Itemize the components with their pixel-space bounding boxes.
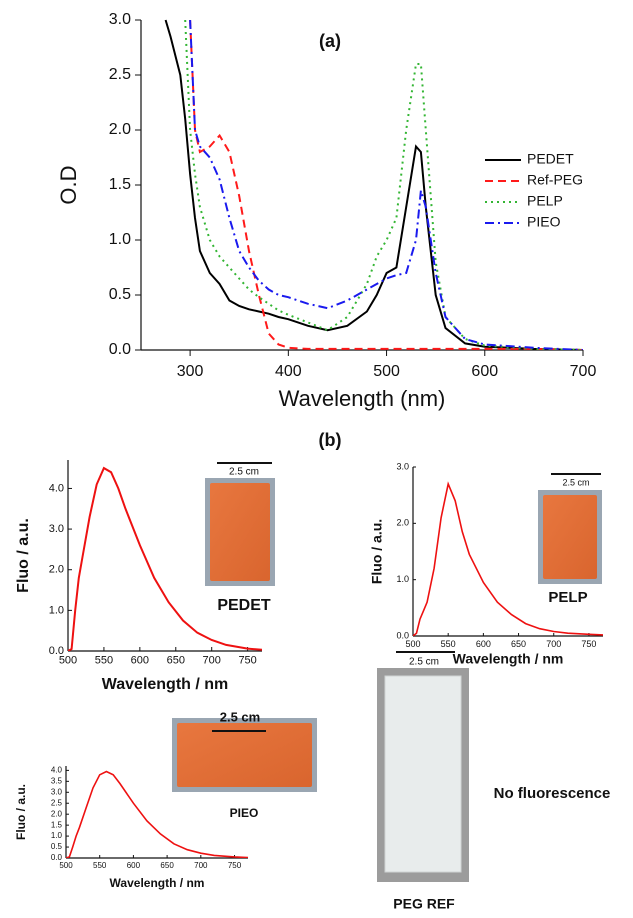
legend-label: Ref-PEG xyxy=(527,172,583,188)
y-tick-label: 2.0 xyxy=(109,121,131,138)
series-line xyxy=(184,19,583,350)
x-tick-label: 300 xyxy=(177,363,204,380)
photo-gel xyxy=(543,495,597,579)
x-tick-label: 600 xyxy=(476,639,491,649)
y-tick-label: 1.5 xyxy=(109,176,131,193)
y-tick-label: 0.0 xyxy=(109,341,131,358)
series-line xyxy=(164,19,583,350)
x-tick-label: 750 xyxy=(238,655,256,667)
series-line xyxy=(66,770,248,858)
series-line xyxy=(189,19,583,350)
photo-gel xyxy=(177,723,312,787)
y-tick-label: 2.5 xyxy=(51,798,63,807)
sample-label: PELP xyxy=(548,589,587,606)
y-axis-label: Fluo / a.u. xyxy=(14,784,28,840)
scale-label: 2.5 cm xyxy=(220,709,260,724)
x-axis-label: Wavelength / nm xyxy=(453,651,564,667)
y-axis-label: Fluo / a.u. xyxy=(369,519,385,584)
x-tick-label: 500 xyxy=(59,861,73,870)
x-tick-label: 750 xyxy=(228,861,242,870)
y-tick-label: 3.0 xyxy=(109,11,131,28)
x-tick-label: 700 xyxy=(194,861,208,870)
x-tick-label: 550 xyxy=(95,655,113,667)
y-tick-label: 0.5 xyxy=(51,842,63,851)
y-tick-label: 3.5 xyxy=(51,776,63,785)
x-tick-label: 700 xyxy=(546,639,561,649)
y-tick-label: 1.0 xyxy=(109,231,131,248)
x-tick-label: 400 xyxy=(275,363,302,380)
x-axis-label: Wavelength / nm xyxy=(102,676,229,693)
x-axis-label: Wavelength (nm) xyxy=(279,386,446,411)
y-tick-label: 1.0 xyxy=(51,831,63,840)
y-axis-label: O.D xyxy=(56,165,81,204)
y-tick-label: 3.0 xyxy=(51,787,63,796)
x-axis-label: Wavelength / nm xyxy=(110,876,205,890)
x-tick-label: 600 xyxy=(471,363,498,380)
photo-gel xyxy=(210,483,270,581)
x-tick-label: 600 xyxy=(127,861,141,870)
x-tick-label: 500 xyxy=(405,639,420,649)
scale-label: 2.5 cm xyxy=(229,467,259,478)
y-tick-label: 3.0 xyxy=(49,523,64,535)
sample-label: PEDET xyxy=(217,597,271,614)
x-tick-label: 500 xyxy=(373,363,400,380)
y-tick-label: 1.0 xyxy=(49,604,64,616)
x-tick-label: 550 xyxy=(93,861,107,870)
y-tick-label: 0.5 xyxy=(109,286,131,303)
legend-label: PEDET xyxy=(527,151,574,167)
scale-label: 2.5 cm xyxy=(409,657,439,668)
series-line xyxy=(189,19,583,350)
x-tick-label: 600 xyxy=(131,655,149,667)
y-tick-label: 2.0 xyxy=(396,518,409,528)
x-tick-label: 700 xyxy=(203,655,221,667)
series-line xyxy=(68,466,262,651)
y-tick-label: 4.0 xyxy=(49,482,64,494)
y-tick-label: 2.0 xyxy=(49,564,64,576)
y-tick-label: 1.0 xyxy=(396,574,409,584)
photo-gel xyxy=(384,675,462,873)
y-tick-label: 3.0 xyxy=(396,461,409,471)
x-tick-label: 650 xyxy=(160,861,174,870)
x-tick-label: 700 xyxy=(570,363,597,380)
x-tick-label: 750 xyxy=(581,639,596,649)
scale-label: 2.5 cm xyxy=(562,477,589,487)
legend-label: PELP xyxy=(527,193,563,209)
chart-title: (b) xyxy=(319,430,342,450)
x-tick-label: 650 xyxy=(167,655,185,667)
x-tick-label: 650 xyxy=(511,639,526,649)
y-tick-label: 2.5 xyxy=(109,66,131,83)
legend-label: PIEO xyxy=(527,214,561,230)
note: No fluorescence xyxy=(494,785,611,802)
y-tick-label: 1.5 xyxy=(51,820,63,829)
series-line xyxy=(413,481,603,636)
y-tick-label: 2.0 xyxy=(51,809,63,818)
x-tick-label: 500 xyxy=(59,655,77,667)
y-tick-label: 0.0 xyxy=(51,853,63,862)
sample-label: PIEO xyxy=(230,806,259,820)
y-tick-label: 4.0 xyxy=(51,765,63,774)
y-tick-label: 0.0 xyxy=(396,630,409,640)
chart-title: (a) xyxy=(319,31,341,51)
y-axis-label: Fluo / a.u. xyxy=(15,518,32,593)
sample-label: PEG REF xyxy=(393,896,455,912)
y-tick-label: 0.0 xyxy=(49,645,64,657)
x-tick-label: 550 xyxy=(441,639,456,649)
